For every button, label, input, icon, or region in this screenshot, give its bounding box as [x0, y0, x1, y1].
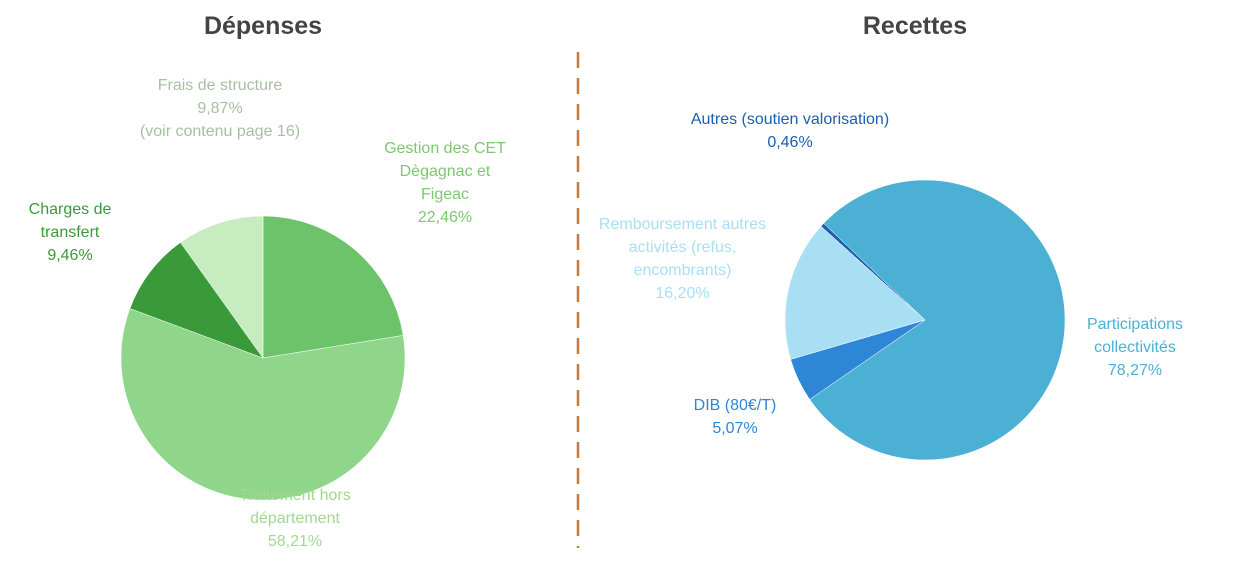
- value-label: 9,87%: [197, 100, 243, 117]
- category-label: Autres (soutien valorisation): [690, 111, 890, 128]
- pie-slice: [784, 225, 926, 360]
- chart-title: Recettes: [862, 12, 968, 40]
- slice-label: Remboursement autres activités (refus, e…: [590, 213, 775, 305]
- value-label: 58,21%: [267, 533, 323, 550]
- annotation: (voir contenu page 16): [139, 123, 301, 140]
- value-label: 0,46%: [767, 134, 813, 151]
- slice-label: Participations collectivités 78,27%: [1060, 313, 1210, 382]
- slice-label: Charges de transfert 9,46%: [0, 198, 140, 267]
- category-label: Charges de transfert: [28, 201, 112, 241]
- category-label: Traitement hors département: [239, 487, 351, 527]
- category-label: DIB (80€/T): [693, 397, 777, 414]
- value-label: 9,46%: [47, 247, 93, 264]
- value-label: 16,20%: [655, 285, 710, 302]
- pie-slice: [262, 215, 404, 359]
- value-label: 22,46%: [417, 209, 473, 226]
- slice-label: Frais de structure 9,87% (voir contenu pag…: [120, 74, 320, 143]
- category-label: Frais de structure: [157, 77, 283, 94]
- chart-title: Dépenses: [203, 12, 323, 40]
- slice-label: Gestion des CET Dègagnac et Figeac 22,46%: [375, 137, 515, 229]
- slice-label: Autres (soutien valorisation) 0,46%: [690, 108, 890, 154]
- slice-label: Traitement hors département 58,21%: [200, 484, 390, 553]
- category-label: Remboursement autres activités (refus, e…: [598, 216, 767, 279]
- value-label: 5,07%: [712, 420, 758, 437]
- value-label: 78,27%: [1107, 362, 1163, 379]
- pie-slice: [809, 179, 1066, 461]
- pie-slice: [129, 242, 264, 359]
- category-label: Participations collectivités: [1086, 316, 1184, 356]
- pie-slice: [180, 215, 264, 359]
- pie-slice: [120, 308, 406, 501]
- slice-label: DIB (80€/T) 5,07%: [660, 394, 810, 440]
- category-label: Gestion des CET Dègagnac et Figeac: [384, 140, 506, 203]
